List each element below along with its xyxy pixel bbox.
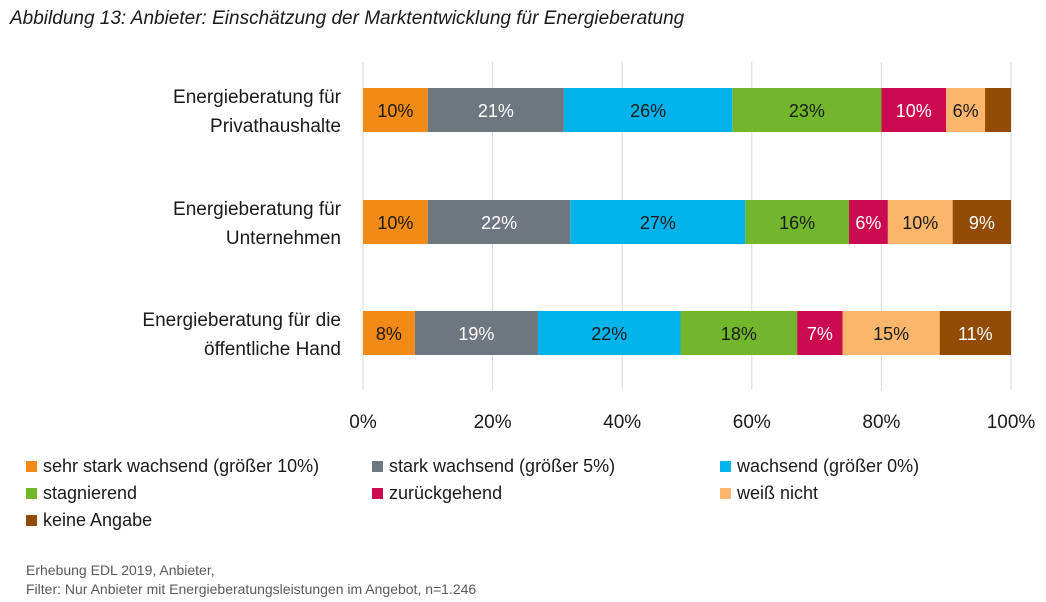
bar-segment [881, 88, 947, 132]
legend-swatch [372, 461, 383, 472]
bar-segment [946, 88, 986, 132]
data-label: 26% [630, 101, 666, 121]
bar-segment [563, 88, 733, 132]
data-label: 10% [896, 101, 932, 121]
legend-label: stark wachsend (größer 5%) [389, 456, 616, 476]
bar-segment [427, 200, 571, 244]
legend-item: keine Angabe [26, 510, 152, 531]
legend-label: keine Angabe [43, 510, 153, 530]
legend-label: wachsend (größer 0%) [737, 456, 920, 476]
data-label: 10% [377, 101, 413, 121]
legend-swatch [26, 515, 37, 526]
legend-item: weiß nicht [720, 483, 818, 504]
data-label: 8% [376, 324, 402, 344]
legend-item: zurückgehend [372, 483, 502, 504]
data-label: 22% [591, 324, 627, 344]
x-tick-label: 80% [862, 412, 900, 433]
legend-label: weiß nicht [737, 483, 819, 503]
x-tick-label: 0% [349, 412, 377, 433]
data-label: 27% [640, 213, 676, 233]
data-label: 21% [478, 101, 514, 121]
bar-segment [952, 200, 1011, 244]
legend-swatch [26, 461, 37, 472]
bar-segment [797, 311, 843, 355]
data-label: 19% [458, 324, 494, 344]
bar-segment [887, 200, 953, 244]
legend-swatch [720, 488, 731, 499]
data-labels: 10% 21% 26% 23% 10% 6% 10% 22% 27% 16% 6% 10% 9% 8% 19… [376, 101, 995, 344]
data-label: 23% [789, 101, 825, 121]
x-axis-tick-labels: 0% 20% 40% 60% 80% 100% [349, 412, 1035, 433]
bar-segment [570, 200, 746, 244]
bar-segment [427, 88, 564, 132]
category-label: Energieberatung für Privathaushalte [173, 87, 342, 137]
category-label: Energieberatung für die öffentliche Hand [142, 310, 341, 360]
legend-swatch [26, 488, 37, 499]
legend-label: stagnierend [43, 483, 138, 503]
legend-swatch [720, 461, 731, 472]
source-line-2: Filter: Nur Anbieter mit Energieberatung… [26, 581, 477, 597]
x-tick-label: 60% [733, 412, 771, 433]
bar-segment [985, 88, 1011, 132]
bar-segment [680, 311, 798, 355]
data-label: 6% [855, 213, 881, 233]
category-label: Energieberatung für Unternehmen [173, 199, 342, 249]
legend-item: sehr stark wachsend (größer 10%) [26, 456, 319, 477]
x-tick-label: 40% [603, 412, 641, 433]
source-note: Erhebung EDL 2019, Anbieter, Filter: Nur… [26, 561, 476, 599]
data-label: 6% [953, 101, 979, 121]
data-label: 9% [969, 213, 995, 233]
bar-segment [939, 311, 1011, 355]
legend-swatch [372, 488, 383, 499]
data-label: 10% [377, 213, 413, 233]
bar-segment [849, 200, 888, 244]
bar-segment [414, 311, 538, 355]
bar-segment [537, 311, 681, 355]
data-label: 15% [873, 324, 909, 344]
bar-segments [363, 88, 1011, 355]
stacked-bar-chart: 10% 21% 26% 23% 10% 6% 10% 22% 27% 16% 6% 10% 9% 8% 19… [142, 62, 1035, 433]
legend-label: sehr stark wachsend (größer 10%) [43, 456, 320, 476]
data-label: 22% [481, 213, 517, 233]
data-label: 11% [958, 324, 993, 344]
category-labels: Energieberatung für Privathaushalte Energi… [142, 87, 341, 360]
bar-segment [363, 200, 428, 244]
data-label: 7% [807, 324, 833, 344]
legend-item: stagnierend [26, 483, 137, 504]
source-line-1: Erhebung EDL 2019, Anbieter, [26, 562, 215, 578]
x-tick-label: 20% [474, 412, 512, 433]
data-label: 16% [779, 213, 815, 233]
bar-segment [363, 88, 428, 132]
legend-item: stark wachsend (größer 5%) [372, 456, 615, 477]
bar-segment [745, 200, 849, 244]
figure-title: Abbildung 13: Anbieter: Einschätzung der… [10, 8, 685, 29]
data-label: 10% [902, 213, 938, 233]
legend-label: zurückgehend [389, 483, 503, 503]
bar-segment [363, 311, 415, 355]
data-label: 18% [721, 324, 757, 344]
legend-item: wachsend (größer 0%) [720, 456, 919, 477]
bar-segment [842, 311, 940, 355]
bar-segment [732, 88, 882, 132]
x-tick-label: 100% [987, 412, 1036, 433]
